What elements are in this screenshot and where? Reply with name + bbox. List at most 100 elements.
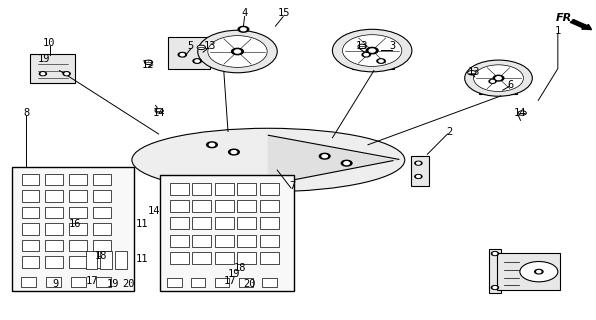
Text: 4: 4 [241, 8, 248, 19]
Bar [21, 277, 36, 287]
FancyBboxPatch shape [21, 240, 39, 251]
Circle shape [417, 176, 420, 178]
Text: 19: 19 [38, 54, 50, 64]
Bar [262, 278, 277, 287]
FancyBboxPatch shape [170, 200, 189, 212]
Circle shape [369, 49, 375, 52]
Bar [238, 278, 253, 287]
Text: 11: 11 [136, 219, 148, 229]
Polygon shape [268, 135, 399, 185]
Circle shape [195, 60, 199, 62]
Circle shape [496, 77, 501, 80]
Text: 3: 3 [390, 41, 396, 52]
FancyBboxPatch shape [497, 253, 560, 290]
FancyBboxPatch shape [170, 235, 189, 247]
FancyBboxPatch shape [45, 174, 63, 185]
FancyBboxPatch shape [260, 217, 279, 229]
Text: 19: 19 [107, 279, 119, 289]
FancyBboxPatch shape [237, 252, 256, 264]
Circle shape [537, 270, 541, 273]
Text: 14: 14 [148, 206, 161, 216]
FancyBboxPatch shape [21, 207, 39, 218]
Circle shape [377, 59, 385, 63]
FancyBboxPatch shape [93, 190, 110, 202]
Text: 16: 16 [69, 219, 81, 229]
Bar [167, 278, 182, 287]
Text: 19: 19 [228, 268, 240, 279]
Bar [46, 277, 61, 287]
Circle shape [491, 252, 498, 255]
FancyBboxPatch shape [193, 217, 212, 229]
Circle shape [343, 35, 402, 67]
FancyBboxPatch shape [215, 200, 234, 212]
FancyBboxPatch shape [45, 240, 63, 251]
Circle shape [178, 52, 187, 57]
FancyBboxPatch shape [193, 200, 212, 212]
Circle shape [489, 79, 496, 83]
Circle shape [493, 287, 496, 288]
Circle shape [238, 27, 249, 32]
Circle shape [65, 73, 69, 75]
Circle shape [491, 286, 498, 289]
Text: 20: 20 [243, 279, 256, 289]
FancyBboxPatch shape [215, 235, 234, 247]
FancyBboxPatch shape [352, 37, 393, 69]
FancyBboxPatch shape [21, 190, 39, 202]
FancyBboxPatch shape [45, 207, 63, 218]
Text: 5: 5 [187, 41, 193, 52]
FancyBboxPatch shape [12, 167, 134, 291]
Circle shape [155, 108, 163, 113]
Circle shape [229, 149, 239, 155]
FancyBboxPatch shape [237, 200, 256, 212]
Bar [96, 277, 111, 287]
FancyBboxPatch shape [237, 235, 256, 247]
FancyBboxPatch shape [237, 217, 256, 229]
FancyBboxPatch shape [69, 223, 87, 235]
Circle shape [342, 160, 352, 166]
Text: 17: 17 [224, 276, 236, 286]
FancyBboxPatch shape [69, 207, 87, 218]
Text: 10: 10 [42, 38, 55, 48]
Text: 14: 14 [514, 108, 527, 118]
FancyBboxPatch shape [260, 235, 279, 247]
Circle shape [193, 59, 201, 63]
FancyBboxPatch shape [260, 182, 279, 195]
FancyBboxPatch shape [170, 217, 189, 229]
FancyBboxPatch shape [45, 223, 63, 235]
Text: 13: 13 [204, 41, 216, 52]
Circle shape [535, 269, 543, 274]
Text: 9: 9 [53, 279, 59, 289]
Circle shape [468, 70, 476, 75]
Circle shape [197, 45, 206, 50]
FancyBboxPatch shape [93, 207, 110, 218]
Circle shape [209, 143, 215, 146]
Circle shape [39, 72, 46, 76]
Circle shape [417, 162, 420, 164]
FancyBboxPatch shape [45, 256, 63, 268]
FancyBboxPatch shape [69, 190, 87, 202]
Bar [215, 278, 229, 287]
Circle shape [234, 50, 240, 53]
FancyBboxPatch shape [93, 174, 110, 185]
Text: 17: 17 [85, 276, 98, 286]
FancyBboxPatch shape [69, 240, 87, 251]
Circle shape [366, 47, 378, 54]
Circle shape [520, 261, 558, 282]
Bar [489, 249, 501, 292]
Circle shape [232, 48, 243, 55]
Bar [191, 278, 206, 287]
Circle shape [358, 44, 366, 49]
FancyArrow shape [570, 20, 592, 29]
FancyBboxPatch shape [93, 240, 110, 251]
FancyBboxPatch shape [479, 66, 517, 94]
Circle shape [344, 162, 349, 164]
Circle shape [180, 53, 184, 56]
Circle shape [41, 73, 45, 75]
Circle shape [493, 252, 496, 254]
FancyBboxPatch shape [193, 182, 212, 195]
FancyBboxPatch shape [170, 252, 189, 264]
FancyBboxPatch shape [69, 174, 87, 185]
Text: 8: 8 [23, 108, 29, 118]
Text: 14: 14 [153, 108, 165, 118]
FancyBboxPatch shape [170, 182, 189, 195]
